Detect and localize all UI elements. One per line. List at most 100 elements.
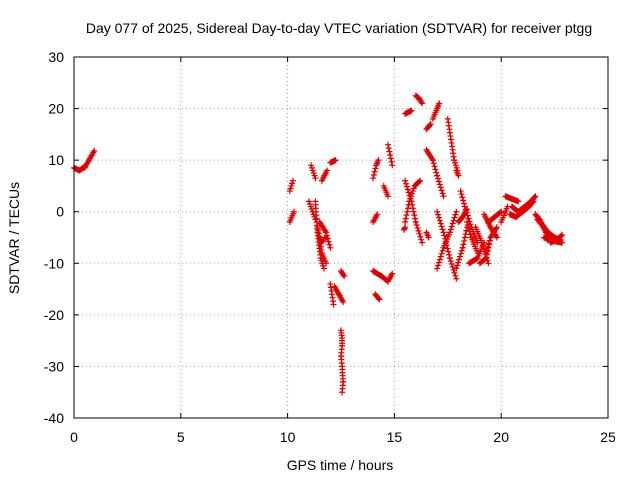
data-point xyxy=(404,205,411,212)
data-point xyxy=(532,193,539,200)
data-point xyxy=(410,208,417,215)
data-point xyxy=(456,256,463,263)
data-point xyxy=(413,221,420,228)
y-tick-label: 20 xyxy=(48,101,64,117)
data-series-f06 xyxy=(453,167,462,179)
data-point xyxy=(483,249,490,256)
data-series-c08 xyxy=(327,157,339,166)
data-point xyxy=(323,232,330,239)
data-point xyxy=(312,175,319,182)
data-point xyxy=(497,209,504,216)
data-point xyxy=(419,100,426,107)
data-point xyxy=(402,224,409,231)
data-point xyxy=(415,227,422,234)
data-point xyxy=(433,169,440,176)
data-series-c12 xyxy=(338,268,348,280)
data-point xyxy=(418,99,425,106)
data-series-c13 xyxy=(338,327,347,396)
data-point xyxy=(375,157,382,164)
data-point xyxy=(452,272,459,279)
data-point xyxy=(453,265,460,272)
data-point xyxy=(404,208,411,215)
data-point xyxy=(437,253,444,260)
data-point xyxy=(384,193,391,200)
data-point xyxy=(438,250,445,257)
data-point xyxy=(435,259,442,266)
data-point xyxy=(387,155,394,162)
data-series-e04 xyxy=(402,177,424,226)
data-series-d06 xyxy=(384,141,396,169)
data-point xyxy=(559,231,566,238)
data-point xyxy=(386,148,393,155)
grid-lines xyxy=(74,57,608,418)
data-point xyxy=(438,223,445,230)
data-point xyxy=(484,243,491,250)
data-point xyxy=(558,232,565,239)
data-point xyxy=(436,256,443,263)
data-series-c11 xyxy=(335,291,347,305)
data-point xyxy=(91,147,98,154)
data-point xyxy=(447,226,454,233)
data-point xyxy=(435,211,442,218)
data-point xyxy=(375,295,382,302)
data-point xyxy=(426,122,433,129)
data-point xyxy=(485,240,492,247)
data-point xyxy=(460,197,467,204)
data-series-b02 xyxy=(286,208,298,226)
data-point xyxy=(438,187,445,194)
y-tick-label: -10 xyxy=(44,255,64,271)
data-point xyxy=(478,239,485,246)
data-point xyxy=(324,235,331,242)
data-point xyxy=(531,194,538,201)
data-point xyxy=(483,255,490,262)
data-point xyxy=(289,177,296,184)
data-series-g09 xyxy=(483,224,500,256)
data-point xyxy=(498,208,505,215)
data-point xyxy=(403,183,410,190)
data-point xyxy=(434,208,441,215)
data-point xyxy=(440,193,447,200)
data-point xyxy=(384,141,391,148)
data-point xyxy=(385,145,392,152)
data-series-c06 xyxy=(316,234,330,267)
y-tick-label: 0 xyxy=(56,204,64,220)
data-point xyxy=(450,266,457,273)
data-point xyxy=(448,261,455,268)
data-point xyxy=(437,184,444,191)
data-point xyxy=(419,239,426,246)
data-point xyxy=(332,157,339,164)
data-point xyxy=(439,226,446,233)
data-point xyxy=(414,224,421,231)
data-point xyxy=(449,220,456,227)
data-point xyxy=(480,245,487,252)
data-point xyxy=(461,234,468,241)
data-point xyxy=(340,298,347,305)
data-point xyxy=(434,172,441,179)
data-point xyxy=(402,180,409,187)
data-point xyxy=(370,171,377,178)
data-series-b01 xyxy=(286,177,296,195)
data-point xyxy=(320,265,327,272)
data-point xyxy=(462,206,469,213)
data-point xyxy=(446,251,453,258)
data-point xyxy=(449,263,456,270)
data-series-f03 xyxy=(434,208,460,282)
data-point xyxy=(416,230,423,237)
data-series-f01 xyxy=(423,146,447,200)
data-point xyxy=(408,107,415,114)
data-point xyxy=(452,211,459,218)
data-point xyxy=(466,228,473,235)
data-point xyxy=(453,275,460,282)
data-point xyxy=(457,250,464,257)
data-series-c07 xyxy=(318,167,331,184)
data-point xyxy=(376,296,383,303)
data-series-d02 xyxy=(370,211,381,226)
data-series-c09 xyxy=(327,280,337,308)
data-point xyxy=(465,225,472,232)
data-series-f04 xyxy=(434,208,460,272)
data-point xyxy=(417,233,424,240)
data-point xyxy=(432,166,439,173)
data-point xyxy=(486,237,493,244)
data-series-c05 xyxy=(316,219,334,251)
data-point xyxy=(464,212,471,219)
